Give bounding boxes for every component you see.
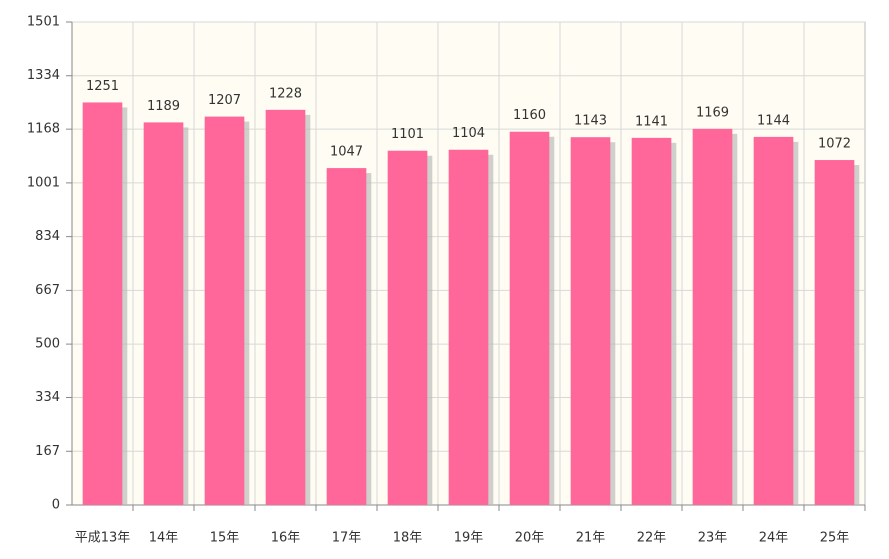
y-tick-label: 1001 xyxy=(27,175,60,190)
y-tick-label: 334 xyxy=(35,390,60,405)
data-label: 1189 xyxy=(147,99,180,114)
bar xyxy=(387,150,428,506)
y-tick-label: 167 xyxy=(35,444,60,459)
y-tick-label: 1501 xyxy=(27,15,60,30)
x-tick-label: 16年 xyxy=(271,531,301,546)
bar xyxy=(753,136,794,505)
bar xyxy=(448,149,489,505)
bar xyxy=(631,137,672,505)
y-tick-label: 0 xyxy=(52,498,60,513)
x-tick-label: 25年 xyxy=(820,531,850,546)
data-label: 1207 xyxy=(208,93,241,108)
bar xyxy=(814,160,855,506)
data-label: 1228 xyxy=(269,86,302,101)
bar xyxy=(265,109,306,505)
data-label: 1143 xyxy=(574,114,607,129)
x-tick-label: 22年 xyxy=(637,531,667,546)
x-tick-label: 21年 xyxy=(576,531,606,546)
data-label: 1101 xyxy=(391,127,424,142)
bar xyxy=(204,116,245,506)
y-tick-label: 500 xyxy=(35,337,60,352)
x-tick-label: 14年 xyxy=(149,531,179,546)
bar xyxy=(82,102,123,506)
x-tick-label: 23年 xyxy=(698,531,728,546)
x-tick-label: 17年 xyxy=(332,531,362,546)
data-label: 1144 xyxy=(757,113,790,128)
bar xyxy=(570,137,611,505)
data-label: 1169 xyxy=(696,105,729,120)
bar xyxy=(326,168,367,505)
bar xyxy=(692,128,733,506)
x-tick-label: 平成13年 xyxy=(75,531,131,546)
x-tick-label: 19年 xyxy=(454,531,484,546)
y-tick-label: 667 xyxy=(35,283,60,298)
x-tick-label: 24年 xyxy=(759,531,789,546)
data-label: 1141 xyxy=(635,114,668,129)
data-label: 1251 xyxy=(86,79,119,94)
y-tick-label: 834 xyxy=(35,229,60,244)
x-tick-label: 18年 xyxy=(393,531,423,546)
data-label: 1104 xyxy=(452,126,485,141)
data-label: 1072 xyxy=(818,137,851,152)
y-tick-label: 1168 xyxy=(27,122,60,137)
x-tick-label: 20年 xyxy=(515,531,545,546)
bar xyxy=(509,131,550,505)
data-label: 1160 xyxy=(513,108,546,123)
x-tick-label: 15年 xyxy=(210,531,240,546)
bar xyxy=(143,122,184,506)
y-tick-label: 1334 xyxy=(27,68,60,83)
data-label: 1047 xyxy=(330,145,363,160)
